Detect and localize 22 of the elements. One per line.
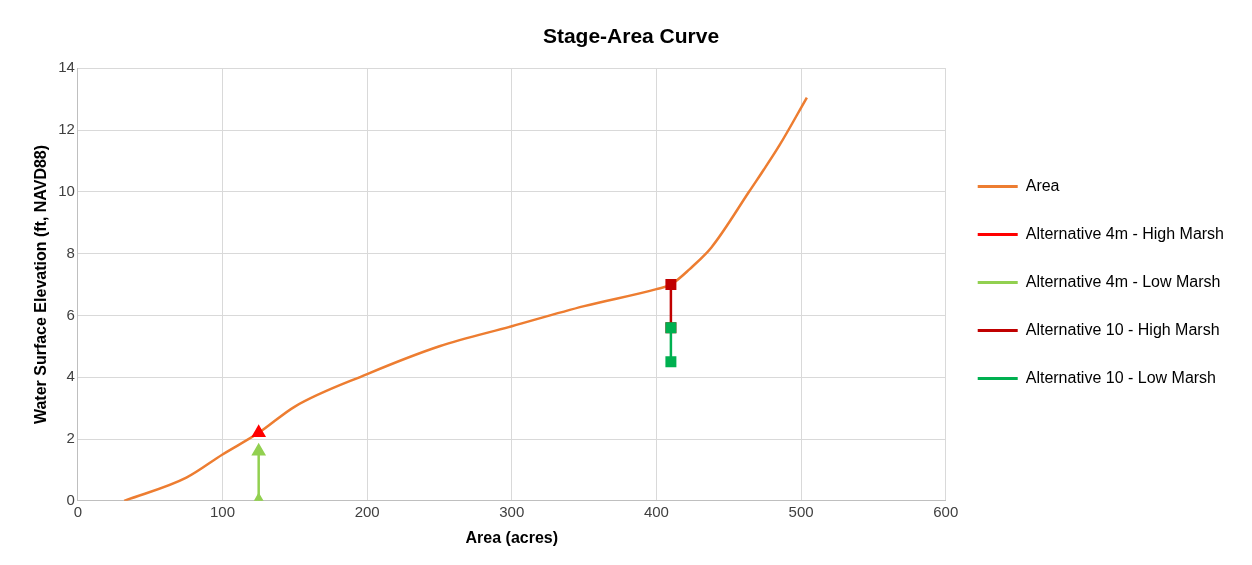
y-axis-title: Water Surface Elevation (ft, NAVD88) (32, 144, 50, 425)
y-tick-label: 0 (66, 490, 75, 508)
x-tick-label: 600 (933, 502, 959, 520)
legend-label: Alternative 4m - High Marsh (1025, 224, 1225, 242)
y-tick-label: 12 (58, 120, 75, 138)
y-tick-label: 6 (66, 305, 75, 323)
y-tick-label: 4 (66, 367, 75, 385)
x-tick-label: 300 (499, 502, 525, 520)
y-tick-label: 8 (66, 243, 75, 261)
chart-title: Stage-Area Curve (542, 24, 720, 48)
legend-label: Alternative 4m - Low Marsh (1025, 272, 1221, 290)
x-tick-label: 200 (354, 502, 380, 520)
x-tick-label: 500 (788, 502, 814, 520)
legend-label: Alternative 10 - Low Marsh (1025, 368, 1217, 386)
y-tick-label: 10 (58, 181, 75, 199)
x-tick-label: 400 (643, 502, 669, 520)
y-tick-label: 14 (58, 58, 75, 76)
legend-label: Area (1025, 176, 1060, 194)
x-tick-label: 100 (210, 502, 236, 520)
x-axis-title: Area (acres) (465, 528, 559, 546)
y-tick-label: 2 (66, 429, 75, 447)
legend-label: Alternative 10 - High Marsh (1025, 320, 1220, 338)
